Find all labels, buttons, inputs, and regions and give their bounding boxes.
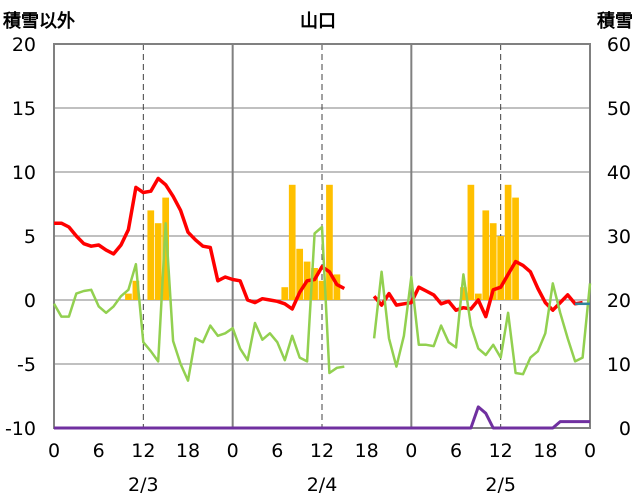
precip-bar (281, 287, 289, 300)
left-tick-label: 20 (12, 34, 36, 56)
precip-bar (125, 293, 132, 300)
green-series-line (52, 221, 345, 382)
precip-bar (474, 293, 482, 300)
precip-bar (311, 268, 318, 300)
x-tick-label: 6 (271, 440, 283, 462)
precip-bar (288, 184, 296, 300)
right-tick-label: 60 (607, 34, 631, 56)
left-tick-label: -5 (17, 354, 36, 376)
left-tick-label: 15 (12, 98, 36, 120)
precip-bar (318, 280, 326, 300)
date-label: 2/3 (128, 474, 159, 496)
x-tick-label: 0 (227, 440, 239, 462)
x-tick-label: 6 (450, 440, 462, 462)
precip-bar (512, 197, 519, 300)
x-tick-label: 12 (131, 440, 155, 462)
precip-bar (482, 210, 490, 300)
date-label: 2/4 (307, 474, 338, 496)
precip-bar (504, 184, 512, 300)
x-tick-label: 18 (533, 440, 557, 462)
date-labels: 2/3 2/4 2/5 (128, 474, 516, 496)
precip-bar (497, 236, 505, 300)
left-tick-label: -10 (5, 418, 36, 440)
precip-bars (125, 184, 519, 300)
x-tick-label: 18 (355, 440, 379, 462)
x-tick-label: 6 (93, 440, 105, 462)
right-tick-label: 0 (619, 418, 631, 440)
right-tick-label: 20 (607, 290, 631, 312)
purple-series-line (54, 405, 590, 430)
x-tick-label: 12 (310, 440, 334, 462)
left-tick-labels: 20 15 10 5 0 -5 -10 (5, 34, 36, 440)
precip-bar (326, 184, 333, 300)
x-tick-label: 0 (584, 440, 596, 462)
precip-bar (489, 223, 497, 300)
left-tick-label: 5 (24, 226, 36, 248)
precip-bar (154, 223, 162, 300)
right-tick-label: 40 (607, 162, 631, 184)
precip-bar (296, 248, 304, 300)
series-lines (52, 176, 592, 430)
chart-title: 山口 (300, 11, 336, 32)
x-tick-label: 0 (48, 440, 60, 462)
precip-bar (162, 197, 170, 300)
right-tick-label: 30 (607, 226, 631, 248)
precip-bar (132, 280, 140, 300)
left-tick-label: 0 (24, 290, 36, 312)
red-series-line (54, 176, 346, 311)
green-series-line (372, 270, 592, 376)
right-tick-labels: 60 50 40 30 20 10 0 (607, 34, 631, 440)
left-axis-label: 積雪以外 (2, 10, 75, 32)
x-tick-label: 12 (489, 440, 513, 462)
x-tick-labels: 0 6 12 18 0 6 12 18 0 6 12 18 0 (48, 440, 596, 462)
x-tick-label: 18 (176, 440, 200, 462)
right-tick-label: 10 (607, 354, 631, 376)
right-axis-label: 積雪 (596, 10, 633, 32)
precip-bar (147, 210, 155, 300)
right-tick-label: 50 (607, 98, 631, 120)
left-tick-label: 10 (12, 162, 36, 184)
precip-bar (460, 287, 467, 300)
precip-bar (333, 274, 341, 300)
x-tick-label: 0 (405, 440, 417, 462)
date-label: 2/5 (485, 474, 516, 496)
precip-bar (467, 184, 475, 300)
